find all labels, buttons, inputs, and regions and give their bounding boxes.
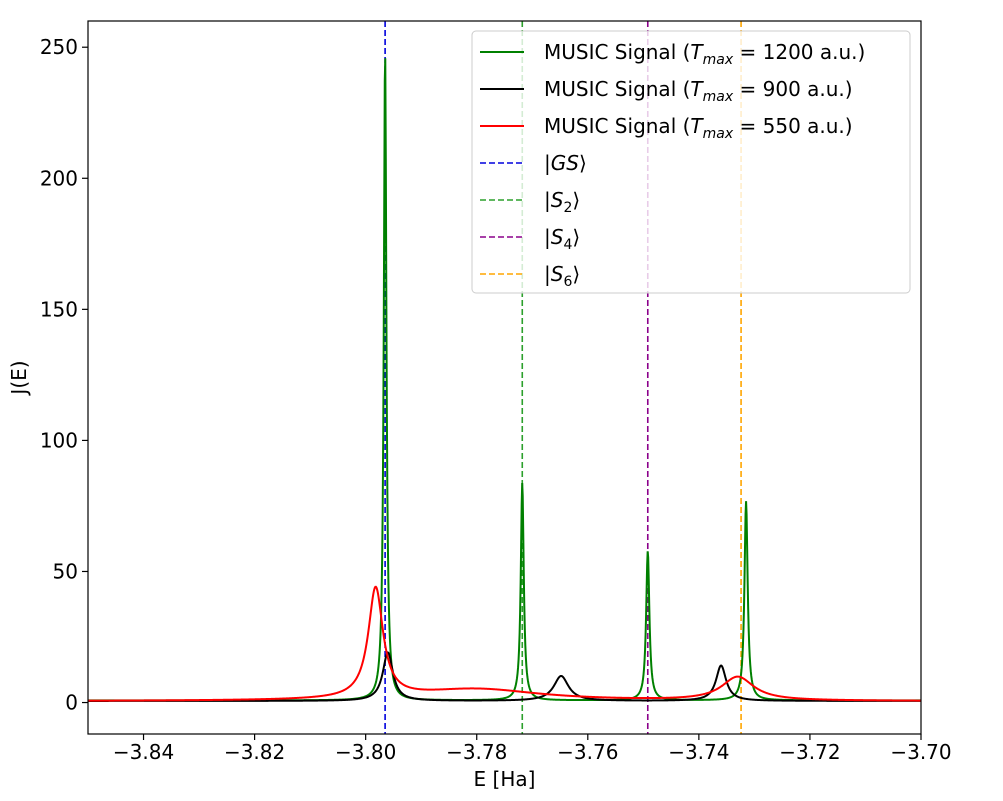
legend-item: |S6⟩ xyxy=(480,262,580,290)
x-tick-label: −3.82 xyxy=(224,740,285,764)
series-line xyxy=(88,651,921,702)
legend-item: |S2⟩ xyxy=(480,188,580,216)
legend-item: MUSIC Signal (Tmax = 550 a.u.) xyxy=(480,114,853,142)
series-lines xyxy=(88,58,921,702)
x-tick-label: −3.84 xyxy=(113,740,174,764)
y-tick-label: 100 xyxy=(40,428,78,452)
x-tick-label: −3.74 xyxy=(668,740,729,764)
x-tick-label: −3.70 xyxy=(890,740,951,764)
series-line xyxy=(88,585,921,702)
y-tick-label: 250 xyxy=(40,35,78,59)
x-tick-label: −3.78 xyxy=(446,740,507,764)
y-tick-label: 50 xyxy=(53,559,78,583)
y-axis: 0 50 100 150 200 250 xyxy=(40,35,88,715)
legend-label: MUSIC Signal (Tmax = 900 a.u.) xyxy=(544,77,853,105)
legend-box xyxy=(471,30,911,294)
x-axis: −3.84 −3.82 −3.80 −3.78 −3.76 −3.74 −3.72 −3.70 xyxy=(113,734,952,764)
legend-label: |S2⟩ xyxy=(544,188,580,216)
y-tick-label: 0 xyxy=(65,691,78,715)
legend-item: |S4⟩ xyxy=(480,225,580,253)
legend-item: MUSIC Signal (Tmax = 900 a.u.) xyxy=(480,77,853,105)
legend-label: |S4⟩ xyxy=(544,225,580,253)
legend-label: MUSIC Signal (Tmax = 1200 a.u.) xyxy=(544,40,865,68)
legend-label: MUSIC Signal (Tmax = 550 a.u.) xyxy=(544,114,853,142)
x-tick-label: −3.76 xyxy=(557,740,618,764)
x-tick-label: −3.80 xyxy=(335,740,396,764)
legend: MUSIC Signal (Tmax = 1200 a.u.) MUSIC Sig… xyxy=(471,30,911,294)
legend-item: MUSIC Signal (Tmax = 1200 a.u.) xyxy=(480,40,865,68)
x-tick-label: −3.72 xyxy=(779,740,840,764)
legend-label: |S6⟩ xyxy=(544,262,580,290)
plot-frame xyxy=(87,20,922,735)
y-tick-label: 150 xyxy=(40,297,78,321)
legend-label: |GS⟩ xyxy=(544,151,587,175)
legend-item: |GS⟩ xyxy=(480,151,587,175)
x-axis-title: E [Ha] xyxy=(474,767,536,791)
y-tick-label: 200 xyxy=(40,166,78,190)
y-axis-title: J(E) xyxy=(7,360,31,396)
